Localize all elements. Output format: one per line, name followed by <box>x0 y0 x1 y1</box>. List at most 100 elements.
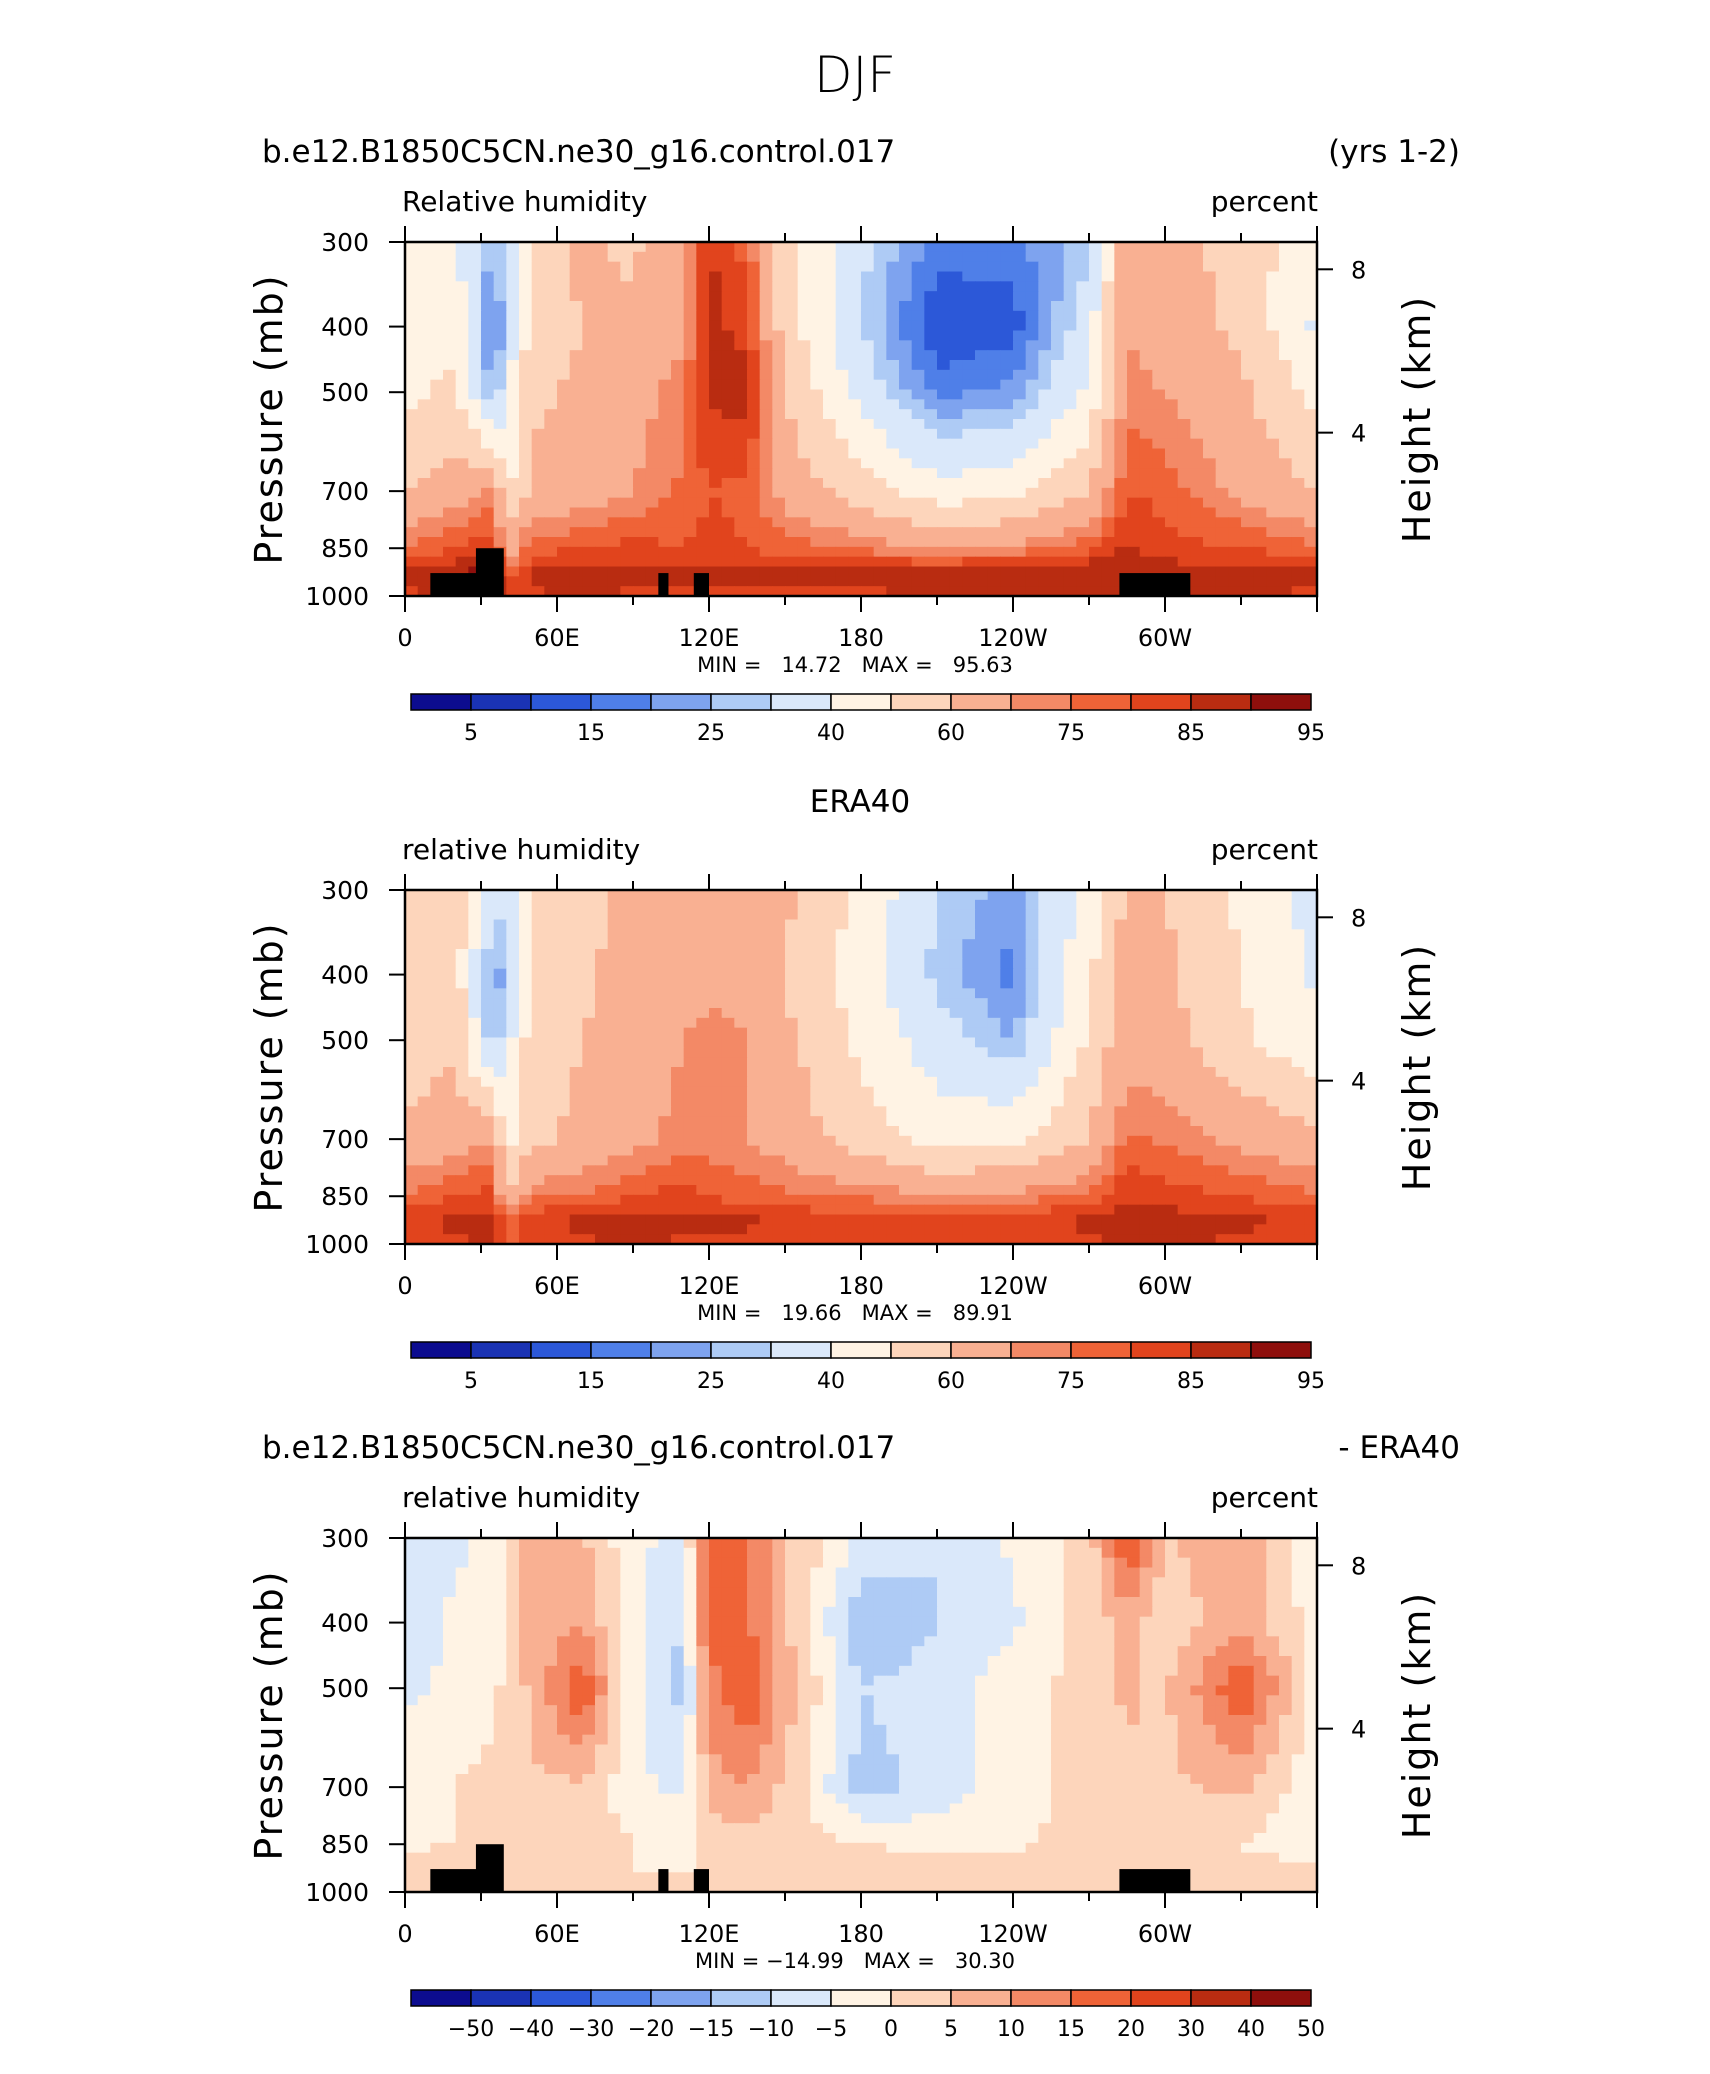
field-cell <box>1038 537 1052 548</box>
field-cell <box>1228 1096 1242 1107</box>
field-cell <box>848 438 862 450</box>
field-cell <box>848 899 862 911</box>
field-cell <box>1177 890 1191 901</box>
field-cell <box>430 978 444 989</box>
field-cell <box>671 458 685 469</box>
field-cell <box>747 1037 761 1048</box>
field-cell <box>645 409 659 420</box>
field-cell <box>810 517 824 528</box>
field-cell <box>1114 1017 1128 1029</box>
field-cell <box>1025 379 1039 391</box>
field-cell <box>1291 1008 1305 1019</box>
field-cell <box>468 468 482 479</box>
field-cell <box>1139 556 1153 568</box>
field-cell <box>759 468 773 479</box>
field-cell <box>620 1096 634 1107</box>
field-cell <box>1038 1175 1052 1186</box>
field-cell <box>785 389 799 400</box>
field-cell <box>848 929 862 940</box>
field-cell <box>848 281 862 292</box>
field-cell <box>658 1027 672 1039</box>
field-cell <box>1114 379 1128 391</box>
field-cell <box>569 438 583 450</box>
field-cell <box>1038 1135 1052 1147</box>
field-cell <box>1051 389 1065 400</box>
field-cell <box>1228 291 1242 302</box>
field-cell <box>1000 409 1014 420</box>
field-cell <box>1266 497 1280 509</box>
field-cell <box>1127 909 1141 921</box>
field-cell <box>468 340 482 351</box>
field-cell <box>1279 949 1293 960</box>
field-cell <box>1114 537 1128 548</box>
field-cell <box>987 497 1001 509</box>
field-cell <box>1152 566 1166 577</box>
field-cell <box>1279 330 1293 341</box>
field-cell <box>1000 517 1014 528</box>
field-cell <box>1127 978 1141 989</box>
field-cell <box>582 546 596 558</box>
field-cell <box>493 419 507 430</box>
field-cell <box>747 428 761 440</box>
field-cell <box>886 1037 900 1048</box>
field-cell <box>1253 507 1267 518</box>
field-cell <box>557 320 571 332</box>
field-cell <box>417 556 431 568</box>
field-cell <box>1241 1116 1255 1127</box>
field-cell <box>519 1067 533 1078</box>
field-cell <box>823 419 837 430</box>
field-cell <box>417 576 431 587</box>
field-cell <box>696 1017 710 1029</box>
field-cell <box>937 1145 951 1157</box>
field-cell <box>1000 1106 1014 1117</box>
field-cell <box>671 988 685 999</box>
field-cell <box>481 919 495 930</box>
field-cell <box>1013 899 1027 911</box>
field-cell <box>797 1096 811 1107</box>
field-cell <box>1051 1165 1065 1176</box>
field-cell <box>734 1126 748 1137</box>
field-cell <box>899 350 913 361</box>
field-cell <box>785 586 799 597</box>
field-cell <box>481 428 495 440</box>
field-cell <box>1241 320 1255 332</box>
field-cell <box>911 497 925 509</box>
field-cell <box>1127 478 1141 489</box>
field-cell <box>1253 360 1267 371</box>
field-cell <box>721 546 735 558</box>
field-cell <box>1063 556 1077 568</box>
field-cell <box>1101 379 1115 391</box>
field-cell <box>709 271 723 282</box>
field-cell <box>557 968 571 980</box>
field-cell <box>569 1057 583 1068</box>
field-cell <box>1076 438 1090 450</box>
field-cell <box>785 379 799 391</box>
field-cell <box>671 556 685 568</box>
field-cell <box>531 929 545 940</box>
field-cell <box>899 360 913 371</box>
field-cell <box>962 1145 976 1157</box>
field-cell <box>658 1037 672 1048</box>
field-cell <box>848 586 862 597</box>
field-cell <box>569 566 583 577</box>
field-cell <box>1000 929 1014 940</box>
field-cell <box>645 360 659 371</box>
field-cell <box>747 1047 761 1058</box>
field-cell <box>861 1155 875 1166</box>
field-cell <box>519 419 533 430</box>
field-cell <box>1228 389 1242 400</box>
field-cell <box>797 281 811 292</box>
field-cell <box>747 1175 761 1186</box>
field-cell <box>1076 899 1090 911</box>
field-cell <box>1000 537 1014 548</box>
field-cell <box>1038 487 1052 499</box>
field-cell <box>430 301 444 312</box>
field-cell <box>987 939 1001 950</box>
field-cell <box>772 919 786 930</box>
field-cell <box>1013 320 1027 332</box>
field-cell <box>1114 419 1128 430</box>
field-cell <box>987 438 1001 450</box>
field-cell <box>1127 919 1141 930</box>
field-cell <box>797 1027 811 1039</box>
field-cell <box>785 438 799 450</box>
